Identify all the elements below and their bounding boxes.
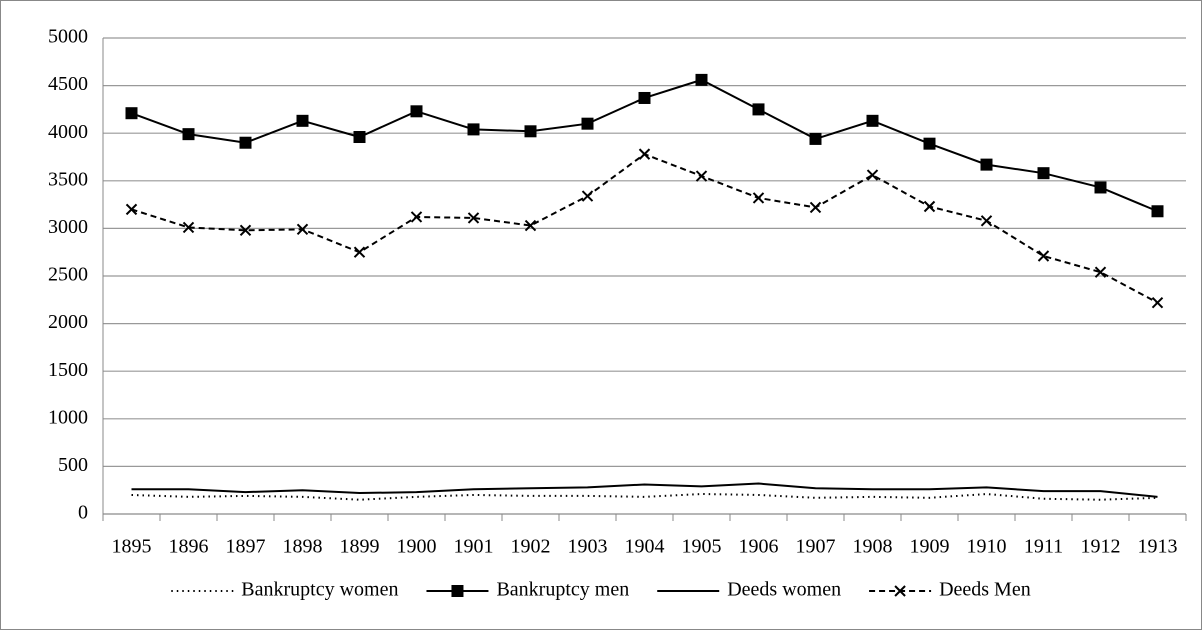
data-point: [410, 105, 423, 118]
data-point: [923, 200, 936, 213]
data-point: [296, 223, 309, 236]
x-tick-label: 1906: [739, 536, 779, 558]
data-point: [1151, 296, 1164, 309]
data-point: [809, 132, 822, 145]
data-point: [239, 136, 252, 149]
data-point: [581, 190, 594, 202]
x-tick-label: 1895: [112, 536, 152, 558]
legend-label: Deeds Men: [939, 579, 1031, 601]
legend-item: Deeds Men: [869, 579, 1031, 601]
data-point: [809, 201, 822, 214]
data-point: [866, 114, 879, 127]
data-line: [131, 493, 1158, 501]
data-point: [638, 148, 651, 160]
data-point: [980, 158, 993, 171]
y-tick-label: 2000: [48, 311, 88, 333]
data-point: [1094, 181, 1107, 194]
x-tick-label: 1908: [853, 536, 893, 558]
data-line: [131, 482, 1158, 498]
data-point: [467, 123, 480, 136]
data-point: [410, 211, 423, 223]
legend-label: Bankruptcy women: [241, 579, 398, 601]
x-tick-label: 1907: [796, 536, 836, 558]
data-point: [752, 103, 765, 116]
y-tick-label: 3000: [48, 216, 88, 238]
y-tick-label: 2500: [48, 264, 88, 286]
data-point: [353, 246, 366, 258]
x-tick-label: 1900: [397, 536, 437, 558]
y-tick-label: 0: [78, 502, 88, 524]
x-tick-label: 1904: [625, 536, 665, 558]
data-point: [638, 91, 651, 104]
data-point: [581, 117, 594, 130]
x-tick-label: 1910: [967, 536, 1007, 558]
data-point: [980, 215, 993, 227]
y-tick-label: 4500: [48, 73, 88, 95]
legend: Bankruptcy women Bankruptcy men Deeds wome…: [171, 579, 1031, 601]
data-point: [524, 219, 537, 232]
data-point: [467, 212, 480, 224]
legend-marker: [451, 585, 464, 597]
x-tick-label: 1899: [340, 536, 380, 558]
x-tick-label: 1901: [454, 536, 494, 558]
x-tick-label: 1909: [910, 536, 950, 558]
data-point: [752, 192, 765, 204]
data-point: [1094, 266, 1107, 278]
y-tick-label: 4000: [48, 121, 88, 143]
y-tick-label: 1500: [48, 359, 88, 381]
x-tick-label: 1896: [169, 536, 209, 558]
data-point: [239, 224, 252, 237]
data-point: [353, 131, 366, 144]
x-tick-label: 1913: [1138, 536, 1178, 558]
legend-item: Bankruptcy men: [426, 579, 629, 601]
data-point: [182, 128, 195, 141]
y-tick-label: 3500: [48, 168, 88, 190]
x-tick-label: 1903: [568, 536, 608, 558]
x-tick-label: 1912: [1081, 536, 1121, 558]
data-point: [182, 221, 195, 234]
legend-item: Deeds women: [657, 579, 841, 601]
legend-label: Bankruptcy men: [496, 579, 629, 601]
x-tick-label: 1898: [283, 536, 323, 558]
data-point: [695, 170, 708, 182]
legend-label: Deeds women: [727, 579, 841, 601]
data-point: [923, 137, 936, 150]
x-tick-label: 1905: [682, 536, 722, 558]
data-point: [125, 203, 138, 216]
data-point: [1151, 205, 1164, 218]
legend-marker: [894, 585, 906, 597]
y-tick-label: 500: [58, 454, 88, 476]
legend-item: Bankruptcy women: [171, 579, 398, 601]
data-point: [695, 73, 708, 86]
x-tick-label: 1911: [1024, 536, 1063, 558]
data-point: [125, 107, 138, 120]
data-point: [1037, 167, 1050, 180]
x-tick-label: 1897: [226, 536, 266, 558]
data-point: [1037, 250, 1050, 262]
data-point: [524, 125, 537, 138]
data-point: [866, 169, 879, 181]
y-tick-label: 1000: [48, 406, 88, 428]
y-tick-label: 5000: [48, 26, 88, 48]
x-tick-label: 1902: [511, 536, 551, 558]
data-point: [296, 114, 309, 127]
